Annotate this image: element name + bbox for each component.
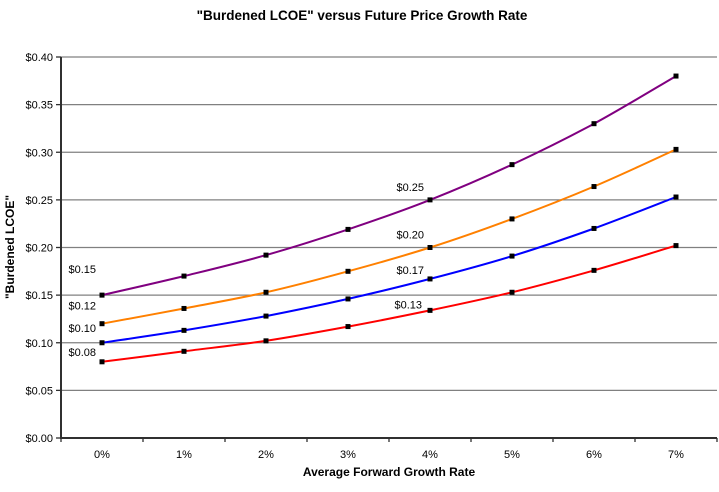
data-point-marker [181, 305, 187, 311]
data-point-marker [591, 184, 597, 190]
data-point-marker [263, 313, 269, 319]
point-labels: $0.15 $0.12 $0.10 $0.08 $0.25 $0.20 $0.17 $0.13 [68, 182, 424, 359]
y-tick-label: $0.05 [25, 385, 53, 397]
data-point-marker [509, 253, 515, 259]
data-point-marker [509, 216, 515, 222]
data-point-marker [99, 321, 105, 327]
series-line-015 [101, 75, 677, 297]
data-point-marker [263, 289, 269, 295]
point-label: $0.12 [68, 301, 96, 313]
x-tick-label: 7% [668, 449, 684, 461]
y-gridlines [61, 56, 717, 392]
point-label: $0.15 [68, 264, 96, 276]
data-point-marker [345, 268, 351, 274]
y-tick-label: $0.35 [25, 100, 53, 112]
point-label: $0.10 [68, 323, 96, 335]
data-point-marker [345, 296, 351, 302]
series-010 [99, 194, 679, 346]
y-tick-label: $0.10 [25, 338, 53, 350]
series-015 [99, 73, 679, 298]
y-tick-label: $0.00 [25, 433, 53, 445]
point-label: $0.20 [396, 230, 424, 242]
point-label: $0.17 [396, 265, 424, 277]
x-tick-label: 0% [94, 449, 110, 461]
data-point-marker [181, 273, 187, 279]
data-point-marker [99, 292, 105, 298]
x-tick-label: 5% [504, 449, 520, 461]
data-point-marker [673, 73, 679, 79]
data-point-marker [591, 121, 597, 127]
x-tick-labels: 0% 1% 2% 3% 4% 5% 6% 7% [94, 449, 684, 461]
data-point-marker [673, 243, 679, 249]
data-point-marker [591, 225, 597, 231]
y-tick-label: $0.15 [25, 290, 53, 302]
data-point-marker [99, 359, 105, 365]
y-tick-label: $0.30 [25, 147, 53, 159]
x-tick-label: 2% [258, 449, 274, 461]
y-tick-label: $0.40 [25, 52, 53, 64]
data-point-marker [263, 252, 269, 258]
series-line-008 [101, 244, 677, 363]
y-axis-title: "Burdened LCOE" [3, 195, 17, 299]
x-tick-label: 6% [586, 449, 602, 461]
y-tick-label: $0.25 [25, 195, 53, 207]
data-point-marker [181, 348, 187, 354]
y-tick-labels: $0.00 $0.05 $0.10 $0.15 $0.20 $0.25 $0.30 $0.35… [25, 52, 53, 445]
series-012 [99, 146, 679, 327]
x-tick-label: 1% [176, 449, 192, 461]
point-label: $0.13 [394, 299, 422, 311]
data-point-marker [427, 245, 433, 250]
series-008 [99, 243, 679, 365]
point-label: $0.25 [396, 182, 424, 194]
series-line-010 [101, 196, 677, 344]
data-point-marker [591, 267, 597, 273]
data-point-marker [427, 197, 433, 203]
chart-title: "Burdened LCOE" versus Future Price Grow… [197, 8, 528, 23]
x-tick-label: 4% [422, 449, 438, 461]
data-point-marker [345, 324, 351, 330]
data-point-marker [181, 327, 187, 333]
axes [56, 56, 718, 442]
data-point-marker [673, 194, 679, 200]
data-point-marker [673, 146, 679, 152]
data-point-marker [427, 276, 433, 282]
data-point-marker [427, 307, 433, 313]
point-label: $0.08 [68, 347, 96, 359]
data-point-marker [509, 162, 515, 168]
y-tick-label: $0.20 [25, 243, 53, 255]
data-point-marker [509, 289, 515, 295]
x-axis-title: Average Forward Growth Rate [303, 465, 476, 479]
x-tick-label: 3% [340, 449, 356, 461]
plot-area: $0.00 $0.05 $0.10 $0.15 $0.20 $0.25 $0.30 $0.35… [25, 52, 718, 461]
data-point-marker [263, 338, 269, 344]
data-point-marker [345, 226, 351, 232]
series-line-012 [101, 148, 677, 325]
data-point-marker [99, 340, 105, 346]
